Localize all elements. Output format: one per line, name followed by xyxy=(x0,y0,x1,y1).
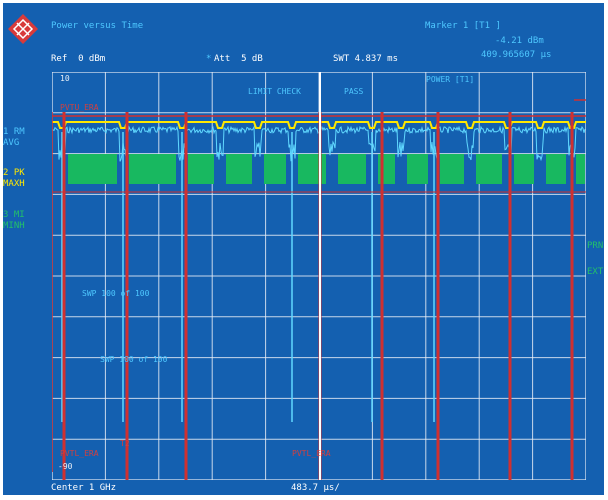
mask-spike xyxy=(62,112,66,480)
marker-level: -4.21 dBm xyxy=(495,36,544,46)
burst-fill xyxy=(546,154,566,184)
trace-3-mode: MINH xyxy=(3,221,25,231)
y-axis-bottom-label: -90 xyxy=(58,462,73,471)
t2-marker-label: T2 xyxy=(120,439,130,448)
burst-fill xyxy=(338,154,366,184)
burst-fill xyxy=(226,154,252,184)
mask-spike xyxy=(184,112,188,480)
limit-mask-dips xyxy=(62,72,574,480)
mask-spike xyxy=(508,112,512,480)
limit-check-result: PASS xyxy=(344,87,363,96)
ref-level: Ref 0 dBm xyxy=(51,54,106,64)
trace-1-mode: AVG xyxy=(3,138,20,148)
ext-trigger-indicator: EXT xyxy=(587,267,604,277)
burst-fill xyxy=(407,154,428,184)
trace-2-label: 2 PK xyxy=(3,168,25,178)
y-axis-top-label: 10 xyxy=(60,74,70,83)
trace-3-label: 3 MI xyxy=(3,210,25,220)
trace-2-mode: MAXH xyxy=(3,179,25,189)
upper-limit-label: PVTU_ERA xyxy=(60,103,99,112)
marker-time: 409.965607 µs xyxy=(481,50,552,60)
mask-spike xyxy=(436,112,440,480)
trace-1-label: 1 RM xyxy=(3,127,25,137)
screen-title: Power versus Time xyxy=(51,21,144,31)
rohde-schwarz-logo xyxy=(8,14,38,44)
analyzer-screen: Power versus Time Marker 1 [T1 ] -4.21 d… xyxy=(3,3,604,495)
burst-fill xyxy=(440,154,464,184)
lower-limit-label-left: PVTL_ERA xyxy=(60,449,99,458)
mask-spike xyxy=(125,112,129,480)
sweep-count-1: SWP 100 of 100 xyxy=(82,289,150,298)
center-frequency: Center 1 GHz xyxy=(51,483,117,493)
time-per-division: 483.7 µs/ xyxy=(291,483,340,493)
burst-fill xyxy=(68,154,117,184)
burst-fill xyxy=(129,154,176,184)
burst-fill xyxy=(476,154,502,184)
burst-fill xyxy=(514,154,534,184)
trace-3-fill xyxy=(68,154,585,184)
burst-fill xyxy=(576,154,585,184)
sweep-time: SWT 4.837 ms xyxy=(333,54,399,64)
att-star: * xyxy=(206,54,212,64)
burst-fill xyxy=(264,154,286,184)
lower-limit-label-mid: PVTL_ERA xyxy=(292,449,331,458)
burst-fill xyxy=(188,154,214,184)
marker-label: Marker 1 [T1 ] xyxy=(425,21,501,31)
prn-indicator: PRN xyxy=(587,241,604,251)
power-vs-time-plot: 10 -90 LIMIT CHECK PASS POWER [T1] PVTU_… xyxy=(52,72,586,480)
power-marker-label: POWER [T1] xyxy=(426,75,474,84)
burst-fill xyxy=(298,154,326,184)
mask-spike xyxy=(380,112,384,480)
mask-spike xyxy=(570,112,574,480)
sweep-count-2: SWP 100 of 100 xyxy=(100,355,168,364)
limit-check-label: LIMIT CHECK xyxy=(248,87,301,96)
attenuation: Att 5 dB xyxy=(214,54,263,64)
